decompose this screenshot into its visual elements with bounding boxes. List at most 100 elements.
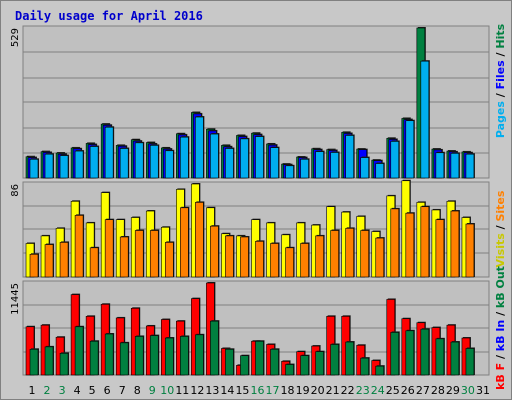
bar-pages [390, 141, 400, 179]
bar-kb-out [255, 340, 264, 376]
bar-sites [420, 206, 430, 278]
x-tick-label: 14 [220, 384, 234, 397]
bar-sites [44, 244, 54, 278]
bar-kb-out [360, 357, 370, 376]
bar-pages [44, 153, 54, 179]
x-tick-label: 18 [281, 384, 295, 397]
legend-entry: Pages [494, 101, 507, 139]
bar-kb-out [390, 332, 400, 376]
bar-sites [225, 235, 234, 278]
x-tick-label: 4 [74, 384, 81, 397]
bar-pages [255, 136, 264, 179]
bar-kb-out [300, 355, 309, 376]
bar-sites [270, 243, 279, 278]
y-max-label-bottom: 11445 [10, 283, 21, 315]
legend-separator: / [494, 89, 507, 101]
bar-pages [330, 152, 339, 179]
x-tick-label: 28 [431, 384, 445, 397]
legend-entry: kB Out [494, 266, 507, 308]
x-tick-label: 29 [446, 384, 460, 397]
x-tick-label: 2 [44, 384, 51, 397]
legend-entry: kB F [494, 363, 507, 390]
x-tick-label: 21 [326, 384, 340, 397]
bar-sites [255, 241, 264, 278]
bar-sites [330, 230, 339, 278]
x-tick-label: 13 [205, 384, 219, 397]
x-tick-label: 17 [266, 384, 280, 397]
bar-kb-out [164, 337, 174, 376]
legend-bottom: kB F / kB In / kB Out [494, 266, 507, 390]
bar-sites [104, 219, 114, 278]
bar-sites [435, 219, 445, 278]
bar-kb-out [59, 352, 69, 376]
bar-kb-out [104, 333, 114, 376]
legend-entry: Visits [494, 233, 507, 268]
bar-sites [285, 247, 294, 278]
bar-pages [285, 165, 294, 179]
legend-middle: Visits / Sites [494, 190, 507, 267]
bar-pages [104, 126, 114, 179]
bar-sites [360, 230, 370, 278]
bar-kb-out [44, 346, 54, 376]
bar-kb-out [195, 334, 204, 376]
x-tick-label: 27 [416, 384, 430, 397]
bar-pages [89, 146, 99, 179]
x-tick-label: 31 [476, 384, 490, 397]
bar-pages [74, 150, 84, 179]
bar-pages [360, 157, 370, 179]
bar-pages [195, 116, 204, 179]
x-tick-label: 8 [134, 384, 141, 397]
bar-pages [450, 153, 460, 179]
chart-title: Daily usage for April 2016 [15, 9, 203, 23]
x-tick-label: 24 [371, 384, 385, 397]
bar-sites [345, 228, 354, 278]
bar-sites [315, 235, 324, 278]
x-tick-label: 26 [401, 384, 415, 397]
bar-kb-out [134, 336, 144, 376]
bar-kb-out [405, 330, 415, 376]
bar-sites [450, 210, 460, 278]
bar-sites [240, 236, 249, 278]
bar-sites [89, 247, 99, 278]
bar-sites [164, 242, 174, 278]
bar-kb-out [74, 326, 84, 376]
bar-sites [134, 230, 144, 278]
bar-kb-out [450, 341, 460, 376]
bar-kb-out [420, 328, 430, 376]
bar-kb-out [29, 348, 39, 376]
x-tick-label: 20 [311, 384, 325, 397]
bar-kb-out [240, 355, 249, 376]
legend-entry: kB In [494, 320, 507, 351]
bar-sites [210, 225, 219, 278]
bar-pages [225, 148, 234, 179]
bar-pages [420, 60, 430, 179]
bar-kb-out [330, 344, 339, 376]
bar-pages [300, 158, 309, 179]
x-tick-label: 30 [461, 384, 475, 397]
bar-kb-out [180, 336, 189, 376]
x-tick-label: 15 [235, 384, 249, 397]
legend-separator: / [494, 308, 507, 320]
x-tick-label: 19 [296, 384, 310, 397]
legend-entry: Files [494, 60, 507, 90]
bar-sites [29, 253, 39, 278]
bar-sites [149, 230, 159, 278]
bar-pages [240, 138, 249, 179]
bar-pages [164, 150, 174, 179]
legend-top: Pages / Files / Hits [494, 23, 507, 138]
x-tick-label: 9 [149, 384, 156, 397]
x-tick-label: 3 [59, 384, 66, 397]
bar-kb-out [89, 340, 99, 376]
bar-sites [465, 223, 475, 278]
x-tick-label: 16 [250, 384, 264, 397]
x-tick-label: 7 [119, 384, 126, 397]
bar-pages [270, 147, 279, 179]
x-tick-label: 5 [89, 384, 96, 397]
bar-pages [315, 151, 324, 179]
bar-kb-out [149, 335, 159, 376]
bar-pages [375, 163, 385, 179]
bar-sites [180, 207, 189, 278]
x-tick-label: 23 [356, 384, 370, 397]
bar-kb-out [435, 338, 445, 376]
